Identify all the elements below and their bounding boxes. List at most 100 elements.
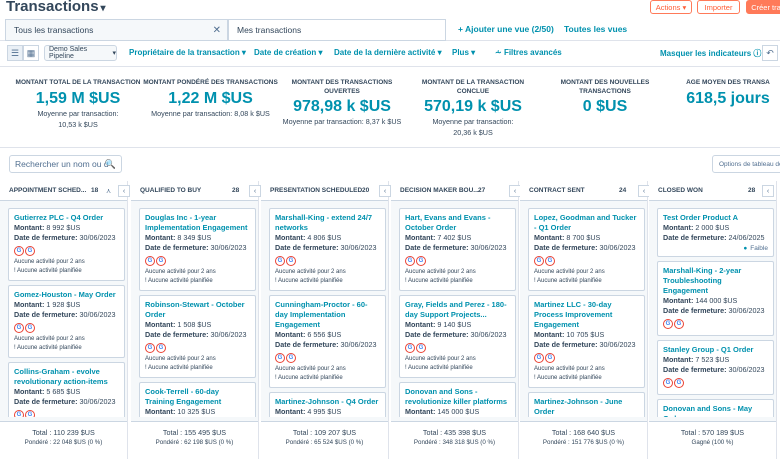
deal-name[interactable]: Robinson-Stewart - October Order bbox=[145, 300, 245, 319]
tab-my-deals[interactable]: Mes transactions bbox=[228, 19, 446, 41]
import-button[interactable]: Importer bbox=[697, 0, 740, 14]
google-avatar-icon[interactable]: G bbox=[275, 256, 285, 266]
created-date-filter[interactable]: Date de création ▾ bbox=[254, 48, 323, 57]
deal-name[interactable]: Gray, Fields and Perez - 180-day Support… bbox=[405, 300, 507, 319]
last-activity-filter[interactable]: Date de la dernière activité ▾ bbox=[334, 48, 442, 57]
column-header[interactable]: QUALIFIED TO BUY 28 ‹ bbox=[131, 181, 261, 201]
deal-name[interactable]: Martinez-Johnson - Q4 Order bbox=[275, 397, 379, 406]
deal-name[interactable]: Donovan and Sons - May Order bbox=[663, 404, 753, 417]
deal-card[interactable]: Gomez-Houston - May Order Montant: 1 928 … bbox=[8, 285, 125, 358]
undo-icon[interactable]: ↶ bbox=[762, 45, 778, 61]
search-input[interactable]: Rechercher un nom ou d 🔍 bbox=[9, 155, 122, 173]
google-avatar-icon[interactable]: G bbox=[156, 343, 166, 353]
deal-card[interactable]: Douglas Inc - 1-year Implementation Enga… bbox=[139, 208, 256, 291]
google-avatar-icon[interactable]: G bbox=[145, 256, 155, 266]
page-title[interactable]: Transactions ▾ bbox=[6, 0, 106, 15]
column-header[interactable]: CLOSED WON 28 ‹ bbox=[649, 181, 776, 201]
google-avatar-icon[interactable]: G bbox=[545, 256, 555, 266]
deal-name[interactable]: Martinez LLC - 30-day Process Improvemen… bbox=[534, 300, 613, 329]
deal-card[interactable]: Robinson-Stewart - October Order Montant:… bbox=[139, 295, 256, 378]
deal-close-date: Date de fermeture: 30/06/2023 bbox=[663, 306, 765, 315]
google-avatar-icon[interactable]: G bbox=[416, 256, 426, 266]
deal-name[interactable]: Gutierrez PLC - Q4 Order bbox=[14, 213, 104, 222]
google-avatar-icon[interactable]: G bbox=[663, 319, 673, 329]
actions-button[interactable]: Actions ▾ bbox=[650, 0, 692, 14]
deal-name[interactable]: Collins-Graham - evolve revolutionary ac… bbox=[14, 367, 108, 386]
deal-card[interactable]: Stanley Group - Q1 Order Montant: 7 523 $… bbox=[657, 340, 774, 395]
google-avatar-icon[interactable]: G bbox=[14, 246, 24, 256]
column-header[interactable]: PRESENTATION SCHEDULED 20 ‹ bbox=[261, 181, 391, 201]
google-avatar-icon[interactable]: G bbox=[674, 378, 684, 388]
create-deal-button[interactable]: Créer tra bbox=[746, 0, 780, 14]
deal-card[interactable]: Cunningham-Proctor - 60-day Implementati… bbox=[269, 295, 386, 388]
google-avatar-icon[interactable]: G bbox=[25, 323, 35, 333]
more-filter[interactable]: Plus ▾ bbox=[452, 48, 476, 57]
google-avatar-icon[interactable]: G bbox=[275, 353, 285, 363]
advanced-filters[interactable]: ⩪ Filtres avancés bbox=[495, 48, 562, 57]
chevron-left-icon[interactable]: ‹ bbox=[762, 185, 774, 197]
add-view-link[interactable]: + Ajouter une vue (2/50) bbox=[458, 24, 554, 34]
google-avatar-icon[interactable]: G bbox=[14, 323, 24, 333]
column-header[interactable]: APPOINTMENT SCHED... 18 ⋏ ‹ bbox=[0, 181, 130, 201]
google-avatar-icon[interactable]: G bbox=[405, 256, 415, 266]
chevron-left-icon[interactable]: ‹ bbox=[638, 185, 650, 197]
board-view-icon[interactable]: ▦ bbox=[23, 45, 39, 61]
deal-card[interactable]: Marshall-King - extend 24/7 networks Mont… bbox=[269, 208, 386, 291]
google-avatar-icon[interactable]: G bbox=[25, 246, 35, 256]
deal-name[interactable]: Gomez-Houston - May Order bbox=[14, 290, 116, 299]
google-avatar-icon[interactable]: G bbox=[286, 256, 296, 266]
column-header[interactable]: CONTRACT SENT 24 ‹ bbox=[520, 181, 650, 201]
all-views-link[interactable]: Toutes les vues bbox=[564, 24, 628, 34]
google-avatar-icon[interactable]: G bbox=[545, 353, 555, 363]
google-avatar-icon[interactable]: G bbox=[416, 343, 426, 353]
chevron-left-icon[interactable]: ‹ bbox=[379, 185, 391, 197]
deal-name[interactable]: Martinez-Johnson - June Order bbox=[534, 397, 623, 416]
deal-card[interactable]: Marshall-King - 2-year Troubleshooting E… bbox=[657, 261, 774, 336]
google-avatar-icon[interactable]: G bbox=[674, 319, 684, 329]
deal-card[interactable]: Hart, Evans and Evans - October Order Mon… bbox=[399, 208, 516, 291]
board-options-button[interactable]: Options de tableau de bbox=[712, 155, 780, 173]
google-avatar-icon[interactable]: G bbox=[156, 256, 166, 266]
deal-name[interactable]: Cook-Terrell - 60-day Training Engagemen… bbox=[145, 387, 222, 406]
close-icon[interactable]: ✕ bbox=[212, 24, 221, 36]
chevron-left-icon[interactable]: ‹ bbox=[118, 185, 130, 197]
metric-age: ÂGE MOYEN DES TRANSA 618,5 jours bbox=[686, 79, 770, 107]
deal-name[interactable]: Test Order Product A bbox=[663, 213, 739, 222]
column-header[interactable]: DECISION MAKER BOU... 27 ‹ bbox=[391, 181, 521, 201]
chevron-left-icon[interactable]: ‹ bbox=[249, 185, 261, 197]
deal-card[interactable]: Collins-Graham - evolve revolutionary ac… bbox=[8, 362, 125, 417]
deal-name[interactable]: Donovan and Sons - revolutionize killer … bbox=[405, 387, 508, 406]
google-avatar-icon[interactable]: G bbox=[534, 256, 544, 266]
deal-name[interactable]: Hart, Evans and Evans - October Order bbox=[405, 213, 491, 232]
deal-card[interactable]: Donovan and Sons - revolutionize killer … bbox=[399, 382, 516, 417]
deal-card[interactable]: Martinez-Johnson - Q4 Order Montant: 4 99… bbox=[269, 392, 386, 417]
google-avatar-icon[interactable]: G bbox=[405, 343, 415, 353]
deal-name[interactable]: Marshall-King - 2-year Troubleshooting E… bbox=[663, 266, 742, 295]
google-avatar-icon[interactable]: G bbox=[145, 343, 155, 353]
google-avatar-icon[interactable]: G bbox=[286, 353, 296, 363]
deal-card[interactable]: Gutierrez PLC - Q4 Order Montant: 8 992 $… bbox=[8, 208, 125, 281]
deal-name[interactable]: Marshall-King - extend 24/7 networks bbox=[275, 213, 373, 232]
google-avatar-icon[interactable]: G bbox=[534, 353, 544, 363]
google-avatar-icon[interactable]: G bbox=[25, 410, 35, 417]
list-view-icon[interactable]: ☰ bbox=[7, 45, 23, 61]
deal-card[interactable]: Gray, Fields and Perez - 180-day Support… bbox=[399, 295, 516, 378]
pipeline-select[interactable]: Demo Sales Pipeline ▾ bbox=[44, 45, 117, 61]
hide-metrics-link[interactable]: Masquer les indicateurs ⓘ bbox=[660, 49, 762, 58]
deal-name[interactable]: Stanley Group - Q1 Order bbox=[663, 345, 754, 354]
deal-name[interactable]: Cunningham-Proctor - 60-day Implementati… bbox=[275, 300, 368, 329]
tab-all-deals[interactable]: Tous les transactions ✕ bbox=[5, 19, 228, 41]
collapse-icon[interactable]: ⋏ bbox=[106, 187, 112, 195]
deal-card[interactable]: Cook-Terrell - 60-day Training Engagemen… bbox=[139, 382, 256, 417]
deal-card[interactable]: Test Order Product A Montant: 2 000 $US Da… bbox=[657, 208, 774, 257]
google-avatar-icon[interactable]: G bbox=[14, 410, 24, 417]
google-avatar-icon[interactable]: G bbox=[663, 378, 673, 388]
deal-name[interactable]: Lopez, Goodman and Tucker - Q1 Order bbox=[534, 213, 637, 232]
owner-filter[interactable]: Propriétaire de la transaction ▾ bbox=[129, 48, 246, 57]
deal-card[interactable]: Martinez LLC - 30-day Process Improvemen… bbox=[528, 295, 645, 388]
deal-card[interactable]: Lopez, Goodman and Tucker - Q1 Order Mont… bbox=[528, 208, 645, 291]
deal-name[interactable]: Douglas Inc - 1-year Implementation Enga… bbox=[145, 213, 248, 232]
